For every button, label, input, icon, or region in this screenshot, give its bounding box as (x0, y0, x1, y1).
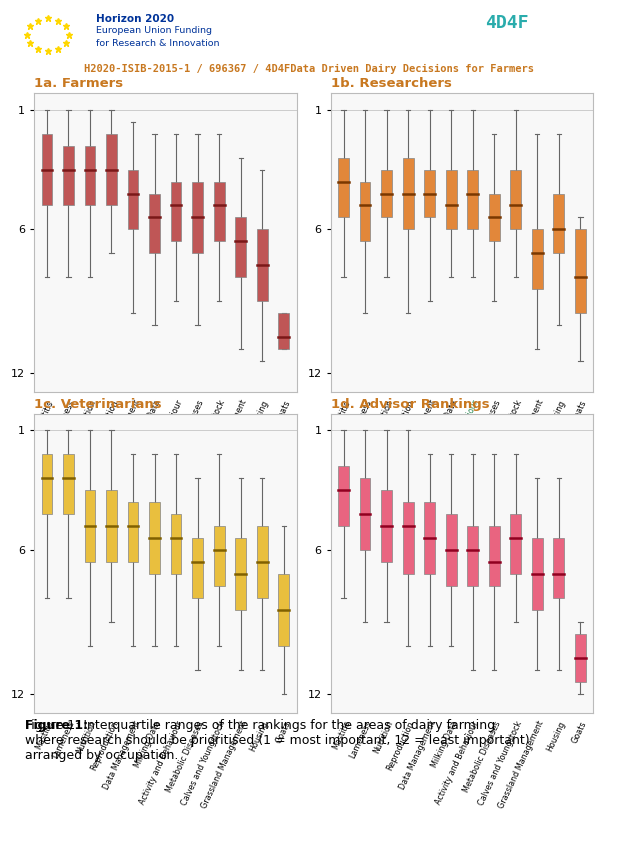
Bar (446, 170, 457, 230)
Text: 1b. Researchers: 1b. Researchers (331, 78, 452, 90)
Bar (446, 514, 457, 586)
Text: 1d. Advisor Rankings: 1d. Advisor Rankings (331, 398, 489, 411)
Text: 1c. Veterinarians: 1c. Veterinarians (34, 398, 162, 411)
Bar (381, 170, 392, 218)
Bar (360, 181, 370, 241)
Bar (403, 158, 413, 230)
Bar (214, 526, 224, 586)
Bar (171, 514, 182, 574)
Bar (338, 158, 349, 218)
Text: Figure 1:: Figure 1: (25, 719, 92, 732)
Text: 1a. Farmers: 1a. Farmers (34, 78, 123, 90)
Bar (425, 502, 435, 574)
Text: European Union Funding: European Union Funding (96, 26, 212, 35)
Bar (510, 170, 521, 230)
Bar (257, 526, 268, 598)
Bar (63, 454, 74, 514)
Bar (192, 181, 203, 253)
Bar (128, 170, 138, 230)
Bar (554, 538, 564, 598)
Bar (489, 193, 499, 241)
Bar (235, 218, 246, 278)
Bar (41, 133, 53, 205)
Bar (149, 193, 160, 253)
Bar (128, 502, 138, 562)
Bar (467, 170, 478, 230)
Bar (278, 574, 289, 646)
Bar (554, 193, 564, 253)
Bar (257, 230, 268, 301)
Bar (214, 181, 224, 241)
Bar (41, 454, 53, 514)
Bar (106, 490, 117, 562)
Bar (425, 170, 435, 218)
Bar (171, 181, 182, 241)
Bar (85, 145, 95, 205)
Bar (338, 466, 349, 526)
Bar (63, 145, 74, 205)
Text: for Research & Innovation: for Research & Innovation (96, 39, 219, 48)
Bar (235, 538, 246, 610)
Bar (489, 526, 499, 586)
Text: H2020-ISIB-2015-1 / 696367 / 4D4FData Driven Dairy Decisions for Farmers: H2020-ISIB-2015-1 / 696367 / 4D4FData Dr… (84, 64, 534, 74)
Bar (381, 490, 392, 562)
Bar (360, 479, 370, 550)
Bar (192, 538, 203, 598)
Bar (510, 514, 521, 574)
Bar (85, 490, 95, 562)
Bar (403, 502, 413, 574)
Text: Horizon 2020: Horizon 2020 (96, 14, 174, 24)
Bar (106, 133, 117, 205)
Bar (532, 230, 543, 289)
Bar (532, 538, 543, 610)
Bar (278, 313, 289, 349)
Text: 4D4F: 4D4F (485, 14, 528, 31)
Bar (575, 634, 586, 682)
Bar (467, 526, 478, 586)
Text: Figure 1: Interquartile ranges of the rankings for the areas of dairy farming
wh: Figure 1: Interquartile ranges of the ra… (25, 719, 530, 762)
Bar (575, 230, 586, 313)
Bar (149, 502, 160, 574)
